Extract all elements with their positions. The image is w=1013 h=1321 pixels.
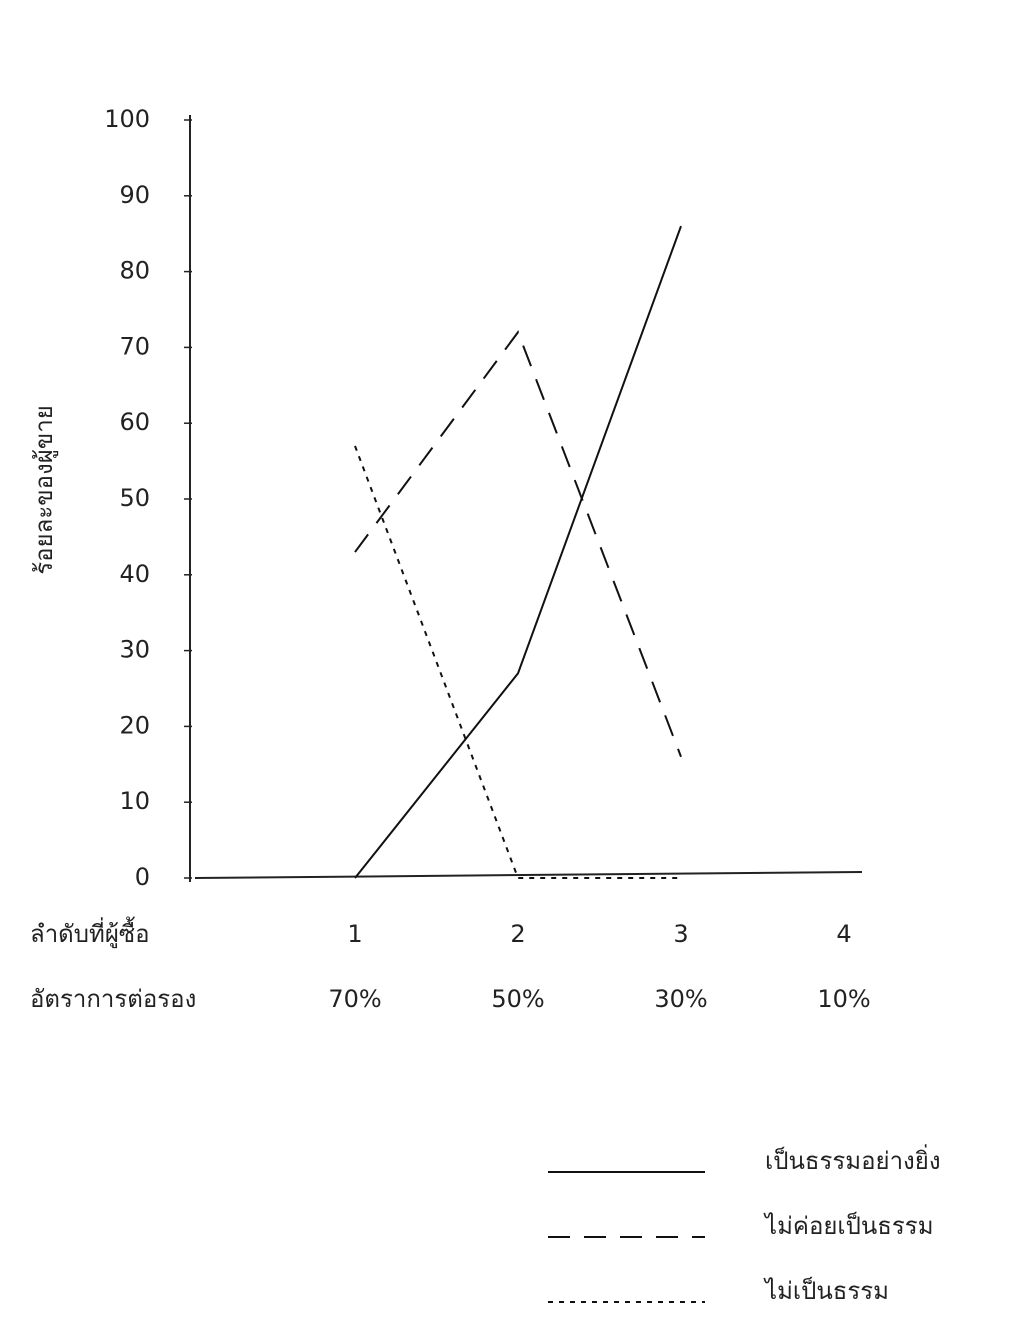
rate-label: 70% (328, 985, 381, 1013)
series-line (355, 226, 681, 878)
y-tick-label: 70 (119, 332, 150, 360)
x-axis (195, 872, 862, 878)
rate-label: 50% (491, 985, 544, 1013)
y-tick-label: 60 (119, 408, 150, 436)
y-tick-label: 50 (119, 484, 150, 512)
chart: ร้อยละของผู้ขาย ลำดับที่ผู้ซื้อ อัตราการ… (0, 0, 1013, 1321)
rate-label: อัตราการต่อรอง (30, 985, 196, 1013)
rate-label: 10% (817, 985, 870, 1013)
y-tick-label: 100 (104, 105, 150, 133)
page: ร้อยละของผู้ขาย ลำดับที่ผู้ซื้อ อัตราการ… (0, 0, 1013, 1321)
y-tick-label: 90 (119, 181, 150, 209)
y-tick-label: 20 (119, 711, 150, 739)
x-tick-label: 1 (347, 920, 362, 948)
x-tick-label: 3 (673, 920, 688, 948)
series-line (355, 332, 681, 756)
y-axis-label: ร้อยละของผู้ขาย (30, 405, 59, 575)
y-tick-label: 0 (135, 863, 150, 891)
y-tick-label: 40 (119, 560, 150, 588)
series-line (355, 446, 681, 878)
x-tick-label: 2 (510, 920, 525, 948)
y-tick-label: 10 (119, 787, 150, 815)
y-tick-label: 30 (119, 636, 150, 664)
legend-label: เป็นธรรมอย่างยิ่ง (765, 1144, 941, 1175)
legend-label: ไม่ค่อยเป็นธรรม (763, 1211, 934, 1240)
x-tick-label: 4 (836, 920, 851, 948)
rate-label: 30% (654, 985, 707, 1013)
y-tick-label: 80 (119, 257, 150, 285)
x-axis-label: ลำดับที่ผู้ซื้อ (30, 916, 150, 949)
legend-label: ไม่เป็นธรรม (763, 1276, 889, 1305)
